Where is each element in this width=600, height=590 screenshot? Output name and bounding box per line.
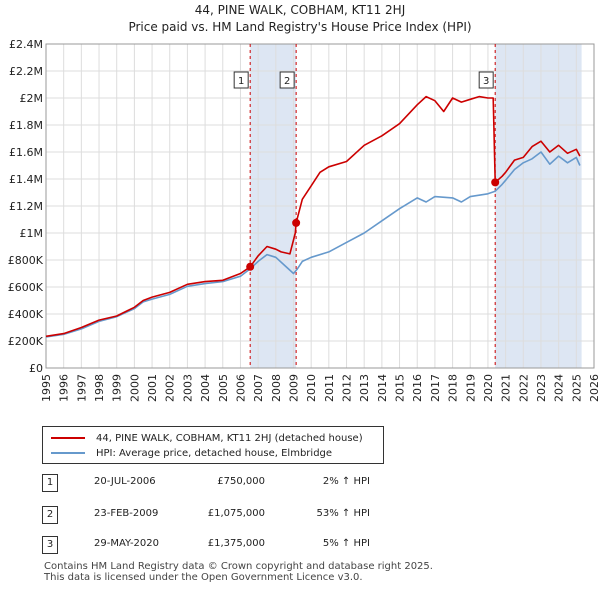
hpi-line: [45, 151, 581, 338]
x-tick-label: 2009: [287, 374, 300, 402]
transaction-price: £750,000: [217, 476, 265, 487]
transaction-number: 2: [42, 506, 58, 524]
legend-swatch-property: [51, 437, 85, 439]
transaction-hpi: 53% ↑ HPI: [316, 508, 370, 519]
y-tick-label: £200K: [8, 335, 44, 348]
chart-title: Price paid vs. HM Land Registry's House …: [128, 20, 472, 34]
y-tick-label: £1.6M: [9, 146, 43, 159]
x-tick-label: 2016: [411, 374, 424, 402]
x-tick-label: 2004: [199, 374, 212, 402]
x-tick-label: 2008: [270, 374, 283, 402]
y-tick-label: £1.8M: [9, 119, 43, 132]
x-tick-label: 2013: [358, 374, 371, 402]
x-tick-label: 2023: [535, 374, 548, 402]
sale-label: 2: [284, 76, 290, 87]
x-tick-label: 1999: [111, 374, 124, 402]
x-tick-label: 2020: [482, 374, 495, 402]
x-tick-label: 2000: [128, 374, 141, 402]
x-tick-label: 2011: [323, 374, 336, 402]
x-tick-label: 2017: [429, 374, 442, 402]
x-tick-label: 1995: [40, 374, 53, 402]
y-tick-label: £600K: [8, 281, 44, 294]
y-tick-label: £1.4M: [9, 173, 43, 186]
transaction-date: 20-JUL-2006: [94, 476, 156, 487]
x-tick-label: 2010: [305, 374, 318, 402]
footer-licence: This data is licensed under the Open Gov…: [44, 572, 363, 583]
x-tick-label: 1998: [93, 374, 106, 402]
transaction-hpi: 5% ↑ HPI: [322, 538, 370, 549]
x-tick-label: 2014: [376, 374, 389, 402]
x-tick-label: 2002: [164, 374, 177, 402]
y-tick-label: £400K: [8, 308, 44, 321]
x-tick-label: 2019: [464, 374, 477, 402]
y-tick-label: £800K: [8, 254, 44, 267]
x-tick-label: 2024: [553, 374, 566, 402]
sale-point: [292, 218, 301, 227]
sale-label-box: [233, 71, 249, 89]
sale-point: [491, 178, 500, 187]
x-tick-label: 2007: [252, 374, 265, 402]
sale-label: 3: [483, 76, 489, 87]
y-tick-label: £2M: [20, 92, 44, 105]
legend-swatch-hpi: [51, 452, 85, 454]
transaction-row: 2 23-FEB-2009 £1,075,000 53% ↑ HPI: [0, 506, 600, 528]
x-tick-label: 2005: [217, 374, 230, 402]
x-tick-label: 2015: [394, 374, 407, 402]
sale-label: 1: [238, 76, 244, 87]
legend-label-property: 44, PINE WALK, COBHAM, KT11 2HJ (detache…: [96, 432, 363, 444]
transaction-price: £1,075,000: [207, 508, 265, 519]
transaction-row: 1 20-JUL-2006 £750,000 2% ↑ HPI: [0, 474, 600, 496]
transaction-number: 3: [42, 536, 58, 554]
y-tick-label: £1M: [20, 227, 44, 240]
transaction-row: 3 29-MAY-2020 £1,375,000 5% ↑ HPI: [0, 536, 600, 558]
x-tick-label: 2026: [588, 374, 600, 402]
x-tick-label: 2006: [234, 374, 247, 402]
sale-label-box: [478, 71, 494, 89]
x-tick-label: 1996: [58, 374, 71, 402]
sale-label-box: [279, 71, 295, 89]
transaction-number: 1: [42, 474, 58, 492]
y-tick-label: £2.4M: [9, 38, 43, 51]
x-tick-label: 2012: [341, 374, 354, 402]
x-tick-label: 2021: [500, 374, 513, 402]
chart-title-address: 44, PINE WALK, COBHAM, KT11 2HJ: [194, 3, 406, 17]
transaction-date: 29-MAY-2020: [94, 538, 160, 549]
footer-copyright: Contains HM Land Registry data © Crown c…: [44, 561, 433, 572]
x-tick-label: 2003: [181, 374, 194, 402]
x-tick-label: 2022: [517, 374, 530, 402]
y-tick-label: £1.2M: [9, 200, 43, 213]
y-tick-label: £2.2M: [9, 65, 43, 78]
legend-label-hpi: HPI: Average price, detached house, Elmb…: [96, 447, 333, 459]
legend: 44, PINE WALK, COBHAM, KT11 2HJ (detache…: [42, 426, 384, 464]
x-tick-label: 2018: [447, 374, 460, 402]
x-tick-label: 1997: [75, 374, 88, 402]
legend-item-property: 44, PINE WALK, COBHAM, KT11 2HJ (detache…: [51, 431, 363, 445]
x-tick-label: 2025: [570, 374, 583, 402]
sale-point: [246, 262, 255, 271]
transaction-hpi: 2% ↑ HPI: [322, 476, 370, 487]
x-tick-label: 2001: [146, 374, 159, 402]
property-price-line: [45, 95, 581, 338]
transaction-date: 23-FEB-2009: [94, 508, 159, 519]
transaction-price: £1,375,000: [207, 538, 265, 549]
price-chart: 1 2 3 £0 £200K £400K £600K £800K £1M £1.2M £1.4M £1…: [8, 38, 600, 402]
y-tick-label: £0: [29, 362, 43, 375]
legend-item-hpi: HPI: Average price, detached house, Elmb…: [51, 446, 332, 460]
plot-frame: [45, 43, 595, 369]
